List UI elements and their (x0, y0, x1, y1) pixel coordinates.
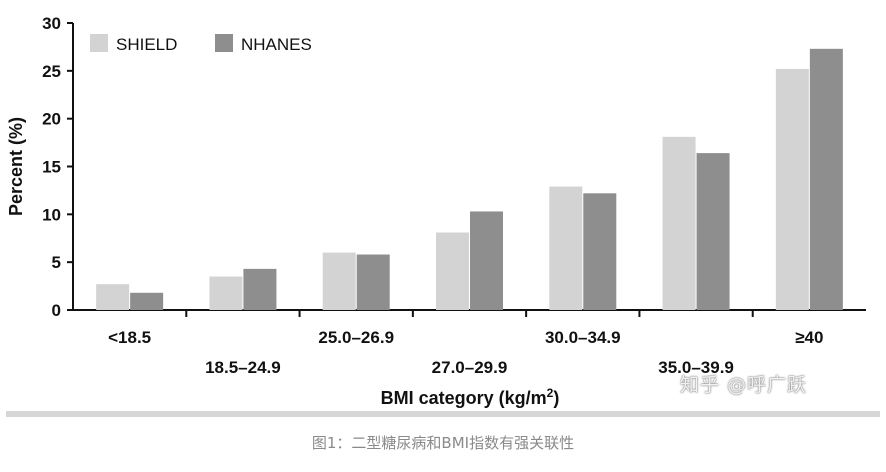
watermark: 知乎 @呼广跃 (680, 374, 808, 396)
y-tick-label: 0 (52, 301, 61, 320)
bar-shield (96, 284, 130, 310)
x-tick-label: 18.5–24.9 (205, 358, 281, 377)
bars-group (96, 48, 843, 311)
bar-chart: SHIELD NHANES 0 5 10 15 20 25 30 <18.5 18.5–24.9… (6, 14, 866, 408)
legend-label-shield: SHIELD (116, 35, 177, 54)
x-axis: <18.5 18.5–24.9 25.0–26.9 27.0–29.9 30.0–34.… (73, 309, 866, 377)
figure-caption: 图1：二型糖尿病和BMI指数有强关联性 (311, 434, 575, 452)
legend-label-nhanes: NHANES (241, 35, 312, 54)
bar-shield (322, 252, 356, 310)
y-tick-label: 30 (42, 14, 61, 33)
x-tick-label: 35.0–39.9 (658, 358, 734, 377)
bar-nhanes (130, 292, 164, 310)
y-tick-label: 20 (42, 110, 61, 129)
bar-nhanes (583, 193, 617, 310)
bar-shield (775, 68, 809, 310)
legend-swatch-nhanes (215, 34, 233, 52)
bar-nhanes (696, 153, 730, 310)
y-tick-label: 15 (42, 158, 61, 177)
x-tick-label: ≥40 (795, 328, 823, 347)
legend-swatch-shield (90, 34, 108, 52)
x-axis-label-superscript: 2 (547, 386, 554, 400)
bar-nhanes (470, 211, 503, 310)
bar-nhanes (809, 48, 843, 311)
y-tick-label: 10 (42, 205, 61, 224)
x-tick-label: <18.5 (108, 328, 151, 347)
caption-divider (6, 411, 880, 417)
bar-nhanes (356, 254, 390, 310)
x-axis-label: BMI category (kg/m2) (381, 386, 560, 408)
x-tick-label: 25.0–26.9 (318, 328, 394, 347)
legend: SHIELD NHANES (90, 34, 312, 54)
bar-shield (549, 186, 583, 310)
y-tick-label: 25 (42, 62, 61, 81)
bar-shield (209, 276, 243, 310)
x-axis-label-text: BMI category (kg/m (381, 388, 547, 408)
x-axis-label-close: ) (553, 388, 559, 408)
bar-nhanes (243, 268, 277, 310)
x-tick-label: 27.0–29.9 (432, 358, 508, 377)
y-axis-label: Percent (%) (6, 117, 26, 216)
y-axis: 0 5 10 15 20 25 30 (42, 14, 74, 320)
bar-shield (662, 136, 696, 310)
bar-shield (436, 232, 469, 310)
chart-svg: SHIELD NHANES 0 5 10 15 20 25 30 <18.5 18.5–24.9… (6, 14, 866, 408)
y-tick-label: 5 (52, 253, 61, 272)
x-tick-label: 30.0–34.9 (545, 328, 621, 347)
